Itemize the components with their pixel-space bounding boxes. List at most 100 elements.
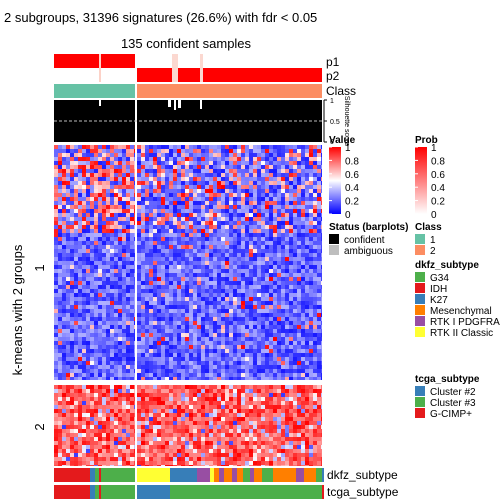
heatmap-cell — [74, 441, 78, 445]
heatmap-cell — [237, 425, 241, 429]
heatmap-cell — [74, 333, 78, 337]
heatmap-cell — [321, 273, 322, 277]
heatmap-cell — [78, 161, 82, 165]
heatmap-cell — [114, 409, 118, 413]
heatmap-cell — [54, 261, 58, 265]
heatmap-cell — [261, 393, 265, 397]
heatmap-cell — [98, 249, 102, 253]
heatmap-cell — [54, 433, 58, 437]
heatmap-cell — [165, 249, 169, 253]
heatmap-cell — [297, 161, 301, 165]
heatmap-cell — [78, 393, 82, 397]
heatmap-cell — [157, 341, 161, 345]
heatmap-cell — [58, 449, 62, 453]
heatmap-cell — [165, 197, 169, 201]
heatmap-cell — [114, 325, 118, 329]
heatmap-cell — [309, 237, 313, 241]
heatmap-cell — [301, 153, 305, 157]
heatmap-cell — [54, 161, 58, 165]
heatmap-cell — [297, 393, 301, 397]
heatmap-cell — [98, 405, 102, 409]
heatmap-cell — [122, 377, 126, 380]
heatmap-cell — [54, 225, 58, 229]
heatmap-cell — [225, 389, 229, 393]
heatmap-cell — [317, 217, 321, 221]
heatmap-cell — [213, 277, 217, 281]
heatmap-cell — [273, 333, 277, 337]
heatmap-cell — [301, 229, 305, 233]
heatmap-cell — [78, 445, 82, 449]
heatmap-cell — [217, 229, 221, 233]
heatmap-cell — [281, 329, 285, 333]
heatmap-cell — [134, 285, 135, 289]
heatmap-cell — [126, 357, 130, 361]
heatmap-cell — [130, 229, 134, 233]
heatmap-cell — [197, 337, 201, 341]
heatmap-cell — [297, 165, 301, 169]
heatmap-cell — [265, 165, 269, 169]
heatmap-cell — [98, 465, 102, 466]
heatmap-cell — [58, 189, 62, 193]
heatmap-cell — [205, 309, 209, 313]
heatmap-cell — [157, 209, 161, 213]
heatmap-cell — [289, 389, 293, 393]
heatmap-cell — [177, 165, 181, 169]
heatmap-cell — [126, 209, 130, 213]
heatmap-cell — [177, 257, 181, 261]
heatmap-cell — [225, 333, 229, 337]
heatmap-cell — [225, 373, 229, 377]
heatmap-cell — [209, 193, 213, 197]
heatmap-cell — [289, 385, 293, 389]
heatmap-cell — [313, 145, 317, 149]
heatmap-cell — [74, 301, 78, 305]
heatmap-cell — [229, 405, 233, 409]
heatmap-cell — [181, 373, 185, 377]
heatmap-cell — [273, 269, 277, 273]
heatmap-cell — [249, 317, 253, 321]
heatmap-cell — [126, 149, 130, 153]
heatmap-cell — [78, 429, 82, 433]
heatmap-cell — [145, 201, 149, 205]
heatmap-cell — [78, 177, 82, 181]
heatmap-cell — [193, 165, 197, 169]
heatmap-cell — [257, 397, 261, 401]
heatmap-cell — [173, 401, 177, 405]
heatmap-cell — [193, 189, 197, 193]
heatmap-cell — [161, 265, 165, 269]
heatmap-cell — [237, 257, 241, 261]
heatmap-cell — [102, 253, 106, 257]
heatmap-cell — [317, 349, 321, 353]
silhouette-barplot: 1 0.5 0 Silhouette score — [54, 96, 350, 146]
heatmap-cell — [253, 249, 257, 253]
heatmap-cell — [265, 257, 269, 261]
heatmap-cell — [70, 205, 74, 209]
heatmap-cell — [201, 385, 205, 389]
heatmap-cell — [313, 229, 317, 233]
heatmap-cell — [213, 333, 217, 337]
heatmap-cell — [229, 277, 233, 281]
heatmap-cell — [86, 213, 90, 217]
heatmap-cell — [110, 181, 114, 185]
heatmap-cell — [145, 233, 149, 237]
heatmap-cell — [137, 153, 141, 157]
heatmap-cell — [213, 233, 217, 237]
heatmap-cell — [70, 161, 74, 165]
heatmap-cell — [293, 253, 297, 257]
heatmap-cell — [245, 421, 249, 425]
heatmap-cell — [277, 385, 281, 389]
heatmap-cell — [94, 181, 98, 185]
heatmap-cell — [217, 341, 221, 345]
heatmap-cell — [269, 189, 273, 193]
heatmap-cell — [78, 321, 82, 325]
heatmap-cell — [102, 417, 106, 421]
heatmap-cell — [289, 165, 293, 169]
heatmap-cell — [153, 309, 157, 313]
heatmap-cell — [118, 153, 122, 157]
heatmap-cell — [94, 153, 98, 157]
heatmap-cell — [126, 345, 130, 349]
heatmap-cell — [185, 273, 189, 277]
heatmap-cell — [54, 281, 58, 285]
heatmap-cell — [165, 385, 169, 389]
heatmap-cell — [161, 209, 165, 213]
heatmap-cell — [66, 437, 70, 441]
